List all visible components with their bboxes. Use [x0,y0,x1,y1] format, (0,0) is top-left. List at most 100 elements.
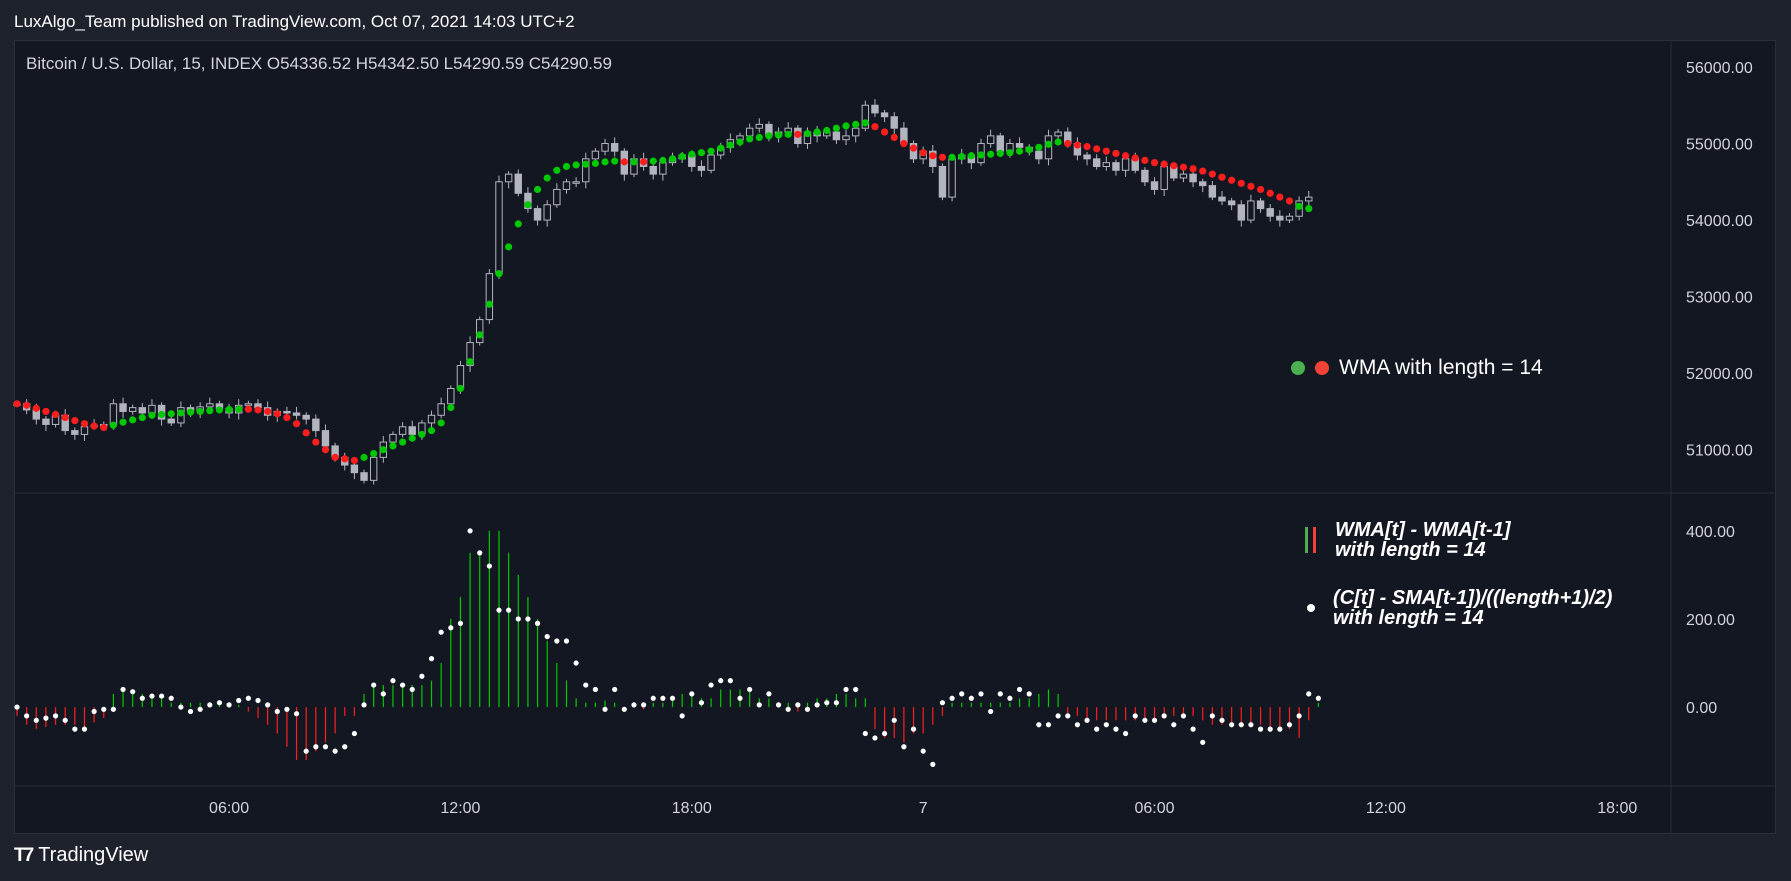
wma-dot [890,133,898,141]
wma-dot [958,152,966,161]
candle [466,336,474,373]
wma-dot [71,417,79,425]
estimate-dot [1084,717,1090,723]
candle-body [350,464,359,474]
candle-body [938,165,947,198]
candle-body [514,173,522,194]
estimate-legend: (C[t] - SMA[t-1])/((length+1)/2) with le… [1303,588,1612,628]
wma-dot [948,153,956,161]
wma-dot [1247,182,1255,190]
tradingview-logo[interactable]: T7 TradingView [14,844,148,867]
estimate-dot [303,748,309,754]
candle [630,154,638,178]
candle-body [1256,200,1265,210]
wma-dot [119,418,127,426]
candle-body [1092,158,1101,167]
estimate-dot [747,686,753,693]
wma-dot [408,434,416,442]
wma-dot [389,442,397,450]
candle [71,427,79,440]
wma-dot [572,161,580,169]
wma-dot [640,158,648,166]
wma-dot [909,144,918,152]
estimate-dot [216,700,223,706]
wma-dot [803,129,812,138]
candle [437,397,445,419]
wma-dot [678,152,686,161]
estimate-dot [265,702,271,708]
symbol-ohlc-line: Bitcoin / U.S. Dollar, 15, INDEX O54336.… [26,54,612,73]
candle-body [244,403,253,406]
wma-dot [1083,142,1091,151]
candle [1266,203,1274,222]
candle [514,169,522,197]
estimate-dot [477,550,483,556]
estimate-dot [1209,713,1215,719]
price-tick-label: 56000.00 [1686,60,1753,77]
candle-body [1160,165,1168,190]
price-tick-label: 51000.00 [1686,443,1753,460]
estimate-dot [380,691,386,697]
candle-body [321,430,330,447]
candle [495,175,503,280]
candle-body [1227,200,1236,206]
wma-dot [447,404,455,412]
candle [601,138,609,156]
estimate-dot [1180,713,1187,719]
wma-dot [881,128,889,136]
wma-dot [312,438,320,446]
wma-dot [774,131,783,139]
estimate-dot [274,708,280,715]
wma-dot [1054,138,1062,146]
estimate-dot [1296,713,1302,719]
estimate-dot [795,702,801,708]
wma-dot [601,158,609,166]
candle [42,416,50,431]
estimate-dot [1123,730,1129,737]
estimate-dot [33,717,39,723]
estimate-dot [650,695,656,701]
estimate-dot [1238,722,1244,728]
estimate-dot [669,695,676,701]
candle-body [880,112,889,118]
estimate-dot [853,686,859,693]
estimate-dot [554,638,560,644]
wma-dot [32,404,40,412]
estimate-dot [120,686,126,693]
wma-dot [1102,147,1110,155]
estimate-dot [939,700,946,706]
wma-dot [967,152,975,160]
candle-body [437,403,445,416]
estimate-dot [428,656,435,662]
estimate-dot [525,616,531,622]
candle [1092,154,1101,170]
candle [1199,178,1207,193]
wma-dot [794,130,802,138]
wma-dot [321,446,330,454]
osc-tick-label: 0.00 [1686,700,1717,717]
wma-dot [456,384,465,393]
estimate-dot [1315,695,1321,701]
candle-body [292,412,301,416]
wma-dot [688,150,696,158]
candle [524,187,532,213]
estimate-dot [52,713,59,719]
estimate-dot [1161,713,1167,719]
estimate-dot [293,711,300,717]
candle [1112,159,1120,176]
estimate-dot [988,708,994,715]
candle-body [524,192,532,210]
candle [1247,194,1255,224]
candle-body [1305,196,1313,202]
estimate-dot [322,744,329,750]
candle [909,140,918,164]
wma-dot [871,123,879,131]
estimate-dot [997,691,1003,697]
wma-dot [196,407,204,416]
wma-dot [533,185,542,194]
wma-dot [1006,149,1014,157]
candle-body [1208,185,1217,198]
wma-dot [1179,163,1188,171]
estimate-dot [833,700,840,706]
